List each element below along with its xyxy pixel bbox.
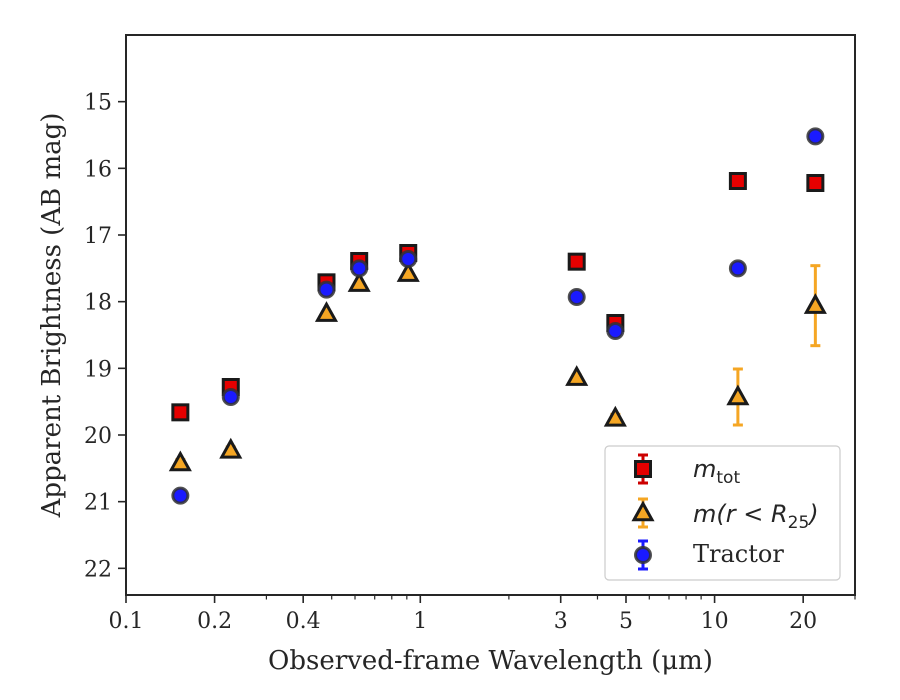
point-mr25 <box>314 301 339 322</box>
y-tick-label: 22 <box>84 557 112 582</box>
point-mr25 <box>347 271 371 292</box>
point-tractor <box>728 259 747 278</box>
y-tick-label: 19 <box>84 357 112 382</box>
point-mr25 <box>219 437 243 459</box>
y-tick-label: 15 <box>84 91 112 116</box>
x-tick-label: 0.1 <box>109 609 144 634</box>
point-tractor <box>606 322 625 340</box>
legend-marker-tractor <box>634 539 652 571</box>
point-mr25 <box>168 450 192 472</box>
point-mtot <box>171 403 190 422</box>
x-tick-label: 0.2 <box>197 609 232 634</box>
legend-box <box>604 445 841 581</box>
x-axis-label: Observed-frame Wavelength (μm) <box>268 646 713 676</box>
point-mr25 <box>396 261 420 282</box>
y-tick-label: 21 <box>84 491 112 516</box>
ticks-layer: 0.1 0.2 0.4 1 3 5 10 20 15 16 17 18 19 20 21 22 <box>84 91 856 634</box>
point-mr25 <box>726 384 750 406</box>
point-tractor <box>567 288 586 306</box>
legend-label-mr25: m(r < R25) <box>693 500 819 533</box>
series-mr25 <box>168 261 827 472</box>
point-tractor <box>399 250 418 268</box>
point-tractor <box>171 486 190 505</box>
point-tractor <box>317 280 336 299</box>
series-mtot <box>171 172 825 422</box>
y-axis-label: Apparent Brightness (AB mag) <box>37 113 67 519</box>
x-tick-label: 20 <box>789 609 817 634</box>
x-tick-label: 0.4 <box>286 609 321 634</box>
y-tick-label: 20 <box>84 424 112 449</box>
legend-marker-mr25 <box>631 497 655 529</box>
marks-layer <box>168 127 827 505</box>
point-mtot <box>567 252 586 271</box>
point-mtot <box>728 172 747 190</box>
point-mr25 <box>565 365 589 386</box>
legend-point-mtot <box>634 460 652 478</box>
x-tick-label: 10 <box>701 609 729 634</box>
x-tick-label: 5 <box>619 609 633 634</box>
x-tick-label: 3 <box>554 609 568 634</box>
plot-frame <box>125 34 856 596</box>
series-tractor <box>171 127 825 505</box>
point-tractor <box>806 127 825 146</box>
point-tractor <box>350 259 369 278</box>
point-mr25 <box>803 293 827 314</box>
legend-label-tractor: Tractor <box>693 540 784 568</box>
legend-label-mtot: mtot <box>693 455 740 488</box>
point-mtot <box>806 174 825 192</box>
y-tick-label: 17 <box>84 224 112 249</box>
point-mr25 <box>603 405 627 427</box>
x-tick-label: 1 <box>413 609 427 634</box>
y-tick-label: 16 <box>84 157 112 182</box>
legend-marker-mtot <box>634 453 652 485</box>
legend-point-mr25 <box>631 500 655 522</box>
legend: mtot m(r < R25) Tractor <box>604 445 841 581</box>
legend-point-tractor <box>634 546 652 564</box>
point-tractor <box>221 388 240 406</box>
y-tick-label: 18 <box>84 291 112 316</box>
